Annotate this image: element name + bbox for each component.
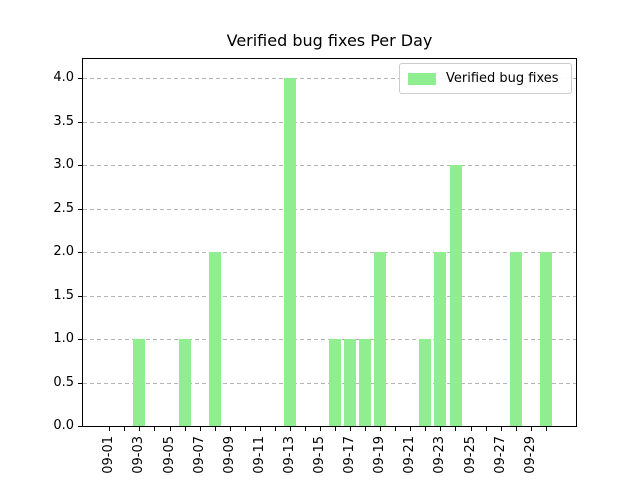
bar-09-17 (344, 339, 357, 426)
gridline (83, 296, 576, 297)
x-tick (531, 427, 532, 431)
bar-09-22 (419, 339, 432, 426)
x-tick (455, 427, 456, 431)
y-tick (78, 252, 82, 253)
x-tick (365, 427, 366, 431)
x-tick (245, 427, 246, 431)
x-tick (486, 427, 487, 431)
x-tick (395, 427, 396, 431)
y-tick-label: 0.0 (53, 418, 74, 433)
y-tick-label: 3.0 (53, 157, 74, 172)
y-tick-label: 0.5 (53, 375, 74, 390)
y-tick-label: 1.0 (53, 331, 74, 346)
gridline (83, 252, 576, 253)
x-tick-label: 09-29 (523, 436, 538, 474)
x-tick-label: 09-03 (131, 436, 146, 474)
legend-label: Verified bug fixes (446, 71, 559, 86)
x-tick (410, 427, 411, 431)
gridline (83, 209, 576, 210)
x-tick (260, 427, 261, 431)
gridline (83, 78, 576, 79)
x-tick-label: 09-11 (252, 436, 267, 474)
y-tick (78, 122, 82, 123)
x-tick (546, 427, 547, 431)
x-tick (154, 427, 155, 431)
y-tick-label: 1.5 (53, 288, 74, 303)
y-tick (78, 165, 82, 166)
y-tick (78, 339, 82, 340)
bar-09-30 (539, 252, 552, 426)
y-tick-label: 4.0 (53, 70, 74, 85)
bar-09-28 (509, 252, 522, 426)
x-tick (471, 427, 472, 431)
x-tick-label: 09-15 (312, 436, 327, 474)
figure: { "chart_data": { "type": "bar", "title"… (53, 31, 577, 474)
x-tick (501, 427, 502, 431)
bar-09-13 (283, 78, 296, 426)
x-tick (200, 427, 201, 431)
x-tick (350, 427, 351, 431)
x-tick (139, 427, 140, 431)
x-tick-label: 09-25 (463, 436, 478, 474)
x-tick-label: 09-05 (162, 436, 177, 474)
x-tick (516, 427, 517, 431)
x-tick-label: 09-17 (342, 436, 357, 474)
x-tick-label: 09-27 (493, 436, 508, 474)
x-tick (109, 427, 110, 431)
y-tick-label: 2.0 (53, 244, 74, 259)
x-tick (380, 427, 381, 431)
gridline (83, 165, 576, 166)
x-tick-label: 09-21 (402, 436, 417, 474)
x-tick (320, 427, 321, 431)
x-tick (335, 427, 336, 431)
bar-09-19 (374, 252, 387, 426)
y-tick (78, 426, 82, 427)
x-tick (305, 427, 306, 431)
bar-09-18 (359, 339, 372, 426)
x-tick (170, 427, 171, 431)
x-tick-label: 09-19 (372, 436, 387, 474)
x-tick (185, 427, 186, 431)
bar-09-24 (449, 165, 462, 426)
x-tick (425, 427, 426, 431)
x-tick-label: 09-13 (282, 436, 297, 474)
x-tick (290, 427, 291, 431)
bar-09-03 (133, 339, 146, 426)
bar-09-06 (178, 339, 191, 426)
plot-area (82, 58, 577, 427)
chart-title: Verified bug fixes Per Day (226, 31, 433, 50)
y-tick (78, 209, 82, 210)
y-tick (78, 296, 82, 297)
y-tick-label: 3.5 (53, 114, 74, 129)
y-tick-label: 2.5 (53, 201, 74, 216)
x-tick (124, 427, 125, 431)
legend: Verified bug fixes (399, 63, 572, 94)
x-tick (215, 427, 216, 431)
legend-swatch-icon (408, 72, 436, 85)
x-tick-label: 09-09 (222, 436, 237, 474)
x-tick-label: 09-23 (432, 436, 447, 474)
x-tick-label: 09-07 (192, 436, 207, 474)
x-tick (275, 427, 276, 431)
x-tick (230, 427, 231, 431)
bar-09-16 (329, 339, 342, 426)
y-tick (78, 383, 82, 384)
gridline (83, 122, 576, 123)
y-tick (78, 78, 82, 79)
bar-09-08 (208, 252, 221, 426)
x-tick (440, 427, 441, 431)
x-tick-label: 09-01 (101, 436, 116, 474)
bar-09-23 (434, 252, 447, 426)
